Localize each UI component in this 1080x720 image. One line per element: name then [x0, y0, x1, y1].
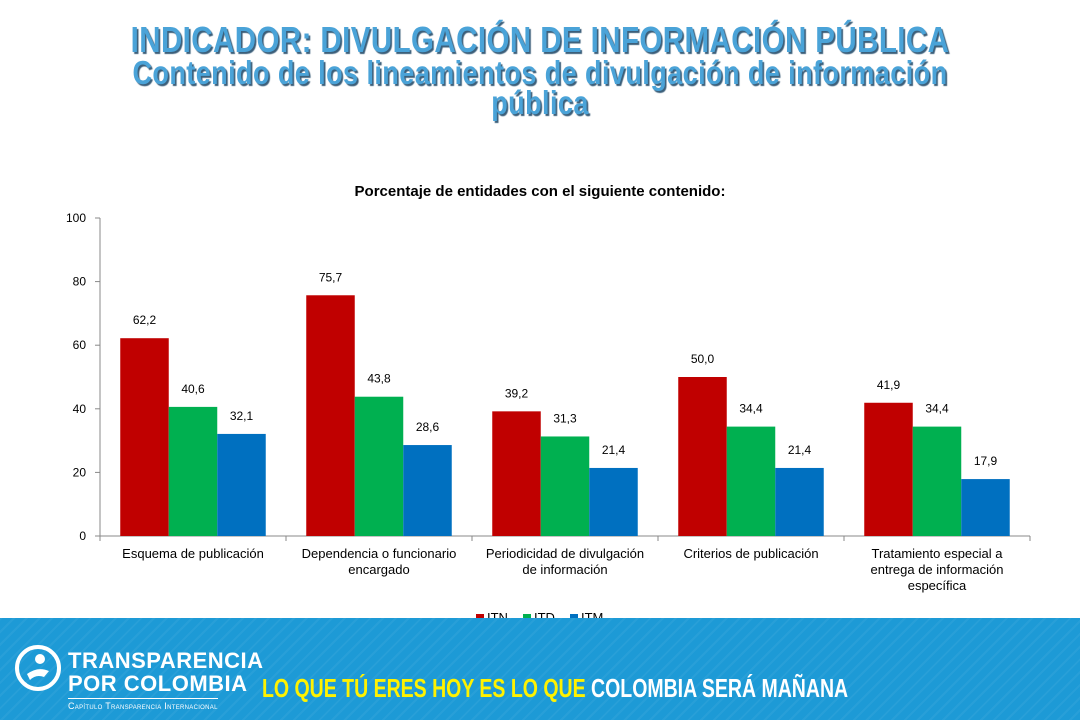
footer-pattern: [0, 618, 1080, 720]
y-tick-label: 100: [66, 211, 86, 225]
data-label: 21,4: [788, 443, 812, 457]
chart-title: Porcentaje de entidades con el siguiente…: [355, 183, 726, 200]
org-divider: [68, 698, 218, 699]
org-name-line1: TRANSPARENCIA: [68, 648, 264, 673]
legend-swatch-itm: [570, 614, 578, 620]
y-tick-label: 0: [79, 529, 86, 543]
slogan: LO QUE TÚ ERES HOY ES LO QUE COLOMBIA SE…: [262, 673, 848, 704]
data-label: 62,2: [133, 313, 157, 327]
org-subtitle: Capítulo Transparencia Internacional: [68, 701, 218, 711]
bar-itn: [306, 295, 355, 536]
bar-itd: [726, 426, 776, 536]
data-label: 75,7: [319, 270, 343, 284]
data-label: 41,9: [877, 378, 901, 392]
bar-itd: [168, 406, 218, 536]
x-category-label: de información: [522, 562, 607, 577]
bar-itm: [589, 467, 638, 536]
x-category-label: Tratamiento especial a: [871, 546, 1003, 561]
person-circle-icon: [15, 645, 61, 691]
bar-itn: [120, 338, 169, 536]
bar-itd: [354, 396, 404, 536]
data-label: 43,8: [367, 372, 391, 386]
y-tick-label: 80: [73, 275, 87, 289]
data-label: 40,6: [181, 382, 205, 396]
data-label: 34,4: [739, 402, 763, 416]
legend-swatch-itd: [523, 614, 531, 620]
data-label: 31,3: [553, 411, 577, 425]
data-label: 17,9: [974, 454, 998, 468]
y-tick-label: 40: [73, 402, 87, 416]
bar-itd: [540, 436, 590, 536]
slogan-white: COLOMBIA SERÁ MAÑANA: [591, 673, 849, 703]
page-title: INDICADOR: DIVULGACIÓN DE INFORMACIÓN PÚ…: [130, 19, 950, 60]
x-category-label: Esquema de publicación: [122, 546, 264, 561]
x-category-label: encargado: [348, 562, 409, 577]
bar-itd: [912, 426, 962, 536]
page-header: INDICADOR: DIVULGACIÓN DE INFORMACIÓN PÚ…: [0, 19, 1080, 121]
bar-itn: [492, 411, 541, 536]
x-category-label: específica: [908, 578, 967, 593]
y-tick-label: 60: [73, 338, 87, 352]
x-category-label: Criterios de publicación: [683, 546, 818, 561]
bar-itm: [961, 479, 1010, 536]
x-category-label: Dependencia o funcionario: [302, 546, 457, 561]
org-name-line2: POR COLOMBIA: [68, 671, 248, 696]
page-subtitle-line1: Contenido de los lineamientos de divulga…: [132, 54, 948, 91]
footer-banner: TRANSPARENCIA POR COLOMBIA Capítulo Tran…: [0, 618, 1080, 720]
data-label: 28,6: [416, 420, 440, 434]
bar-itm: [775, 467, 824, 536]
data-label: 21,4: [602, 443, 626, 457]
data-label: 34,4: [925, 402, 949, 416]
bar-itm: [403, 445, 452, 536]
page-subtitle-line2: pública: [491, 84, 589, 121]
legend-label: ITM: [581, 610, 603, 620]
y-tick-label: 20: [73, 465, 87, 479]
data-label: 50,0: [691, 352, 715, 366]
legend-label: ITD: [534, 610, 555, 620]
data-label: 39,2: [505, 386, 529, 400]
bar-chart: Porcentaje de entidades con el siguiente…: [66, 183, 1031, 620]
x-category-label: entrega de información: [871, 562, 1004, 577]
legend-swatch-itn: [476, 614, 484, 620]
data-label: 32,1: [230, 409, 254, 423]
legend-label: ITN: [487, 610, 508, 620]
bar-itn: [864, 402, 913, 536]
bar-itn: [678, 377, 727, 536]
bar-itm: [217, 433, 266, 536]
x-category-label: Periodicidad de divulgación: [486, 546, 644, 561]
slogan-yellow: LO QUE TÚ ERES HOY ES LO QUE: [262, 673, 592, 703]
